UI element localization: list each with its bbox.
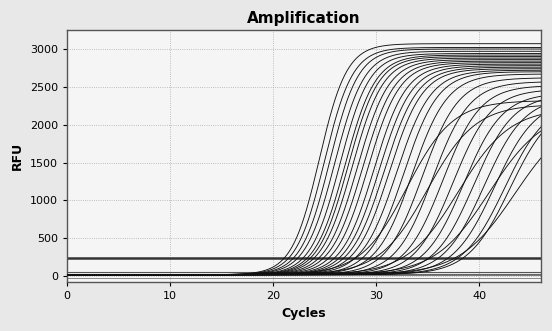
Y-axis label: RFU: RFU xyxy=(11,142,24,170)
X-axis label: Cycles: Cycles xyxy=(282,307,326,320)
Title: Amplification: Amplification xyxy=(247,11,360,26)
